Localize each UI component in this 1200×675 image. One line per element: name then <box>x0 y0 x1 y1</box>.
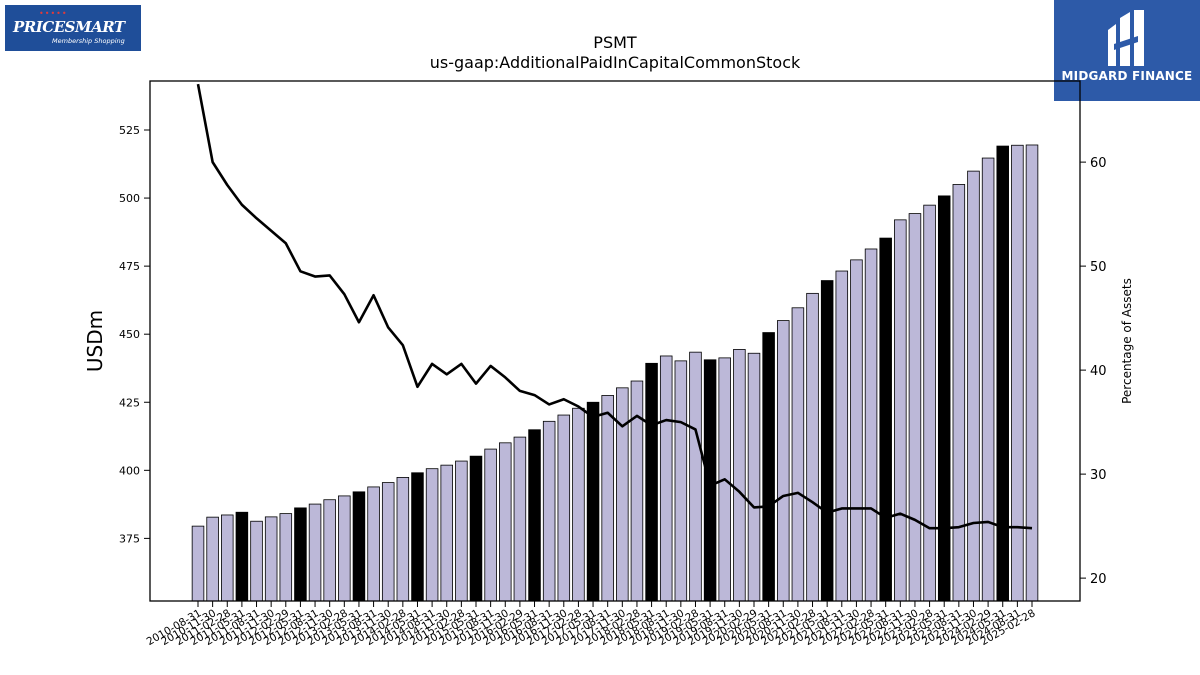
bar-2021-02-28 <box>806 292 819 602</box>
bar-2011-05-31 <box>235 511 249 602</box>
bar-2015-02-28 <box>455 460 468 602</box>
bar-2023-11-30 <box>967 170 980 602</box>
bar-series <box>191 144 1039 602</box>
bar-2012-11-30 <box>323 499 336 602</box>
y2-tick-label: 40 <box>1090 364 1107 379</box>
x-axis: 2010-08-312010-11-302011-02-282011-05-31… <box>145 601 1038 648</box>
bar-2011-02-28 <box>221 514 234 602</box>
bar-2011-11-30 <box>264 516 278 602</box>
pricesmart-logo-text: PRICESMART <box>13 18 125 36</box>
bar-2014-02-28 <box>396 476 410 602</box>
bar-2014-05-31 <box>411 472 424 602</box>
bar-2025-02-28 <box>1025 144 1039 602</box>
y-tick-label: 400 <box>119 464 140 477</box>
y-tick-label: 525 <box>119 124 140 137</box>
bar-2015-11-30 <box>499 442 512 602</box>
y2-tick-label: 30 <box>1090 468 1107 483</box>
midgard-finance-logo: MIDGARD FINANCE <box>1054 0 1200 101</box>
y-axis-label: USDm <box>83 310 107 372</box>
bar-2020-11-30 <box>791 307 805 602</box>
bar-2022-02-28 <box>864 248 878 602</box>
bar-2022-11-30 <box>908 213 922 602</box>
y2-axis-label: Percentage of Assets <box>1120 278 1134 404</box>
bar-2022-05-31 <box>879 237 892 602</box>
bar-2015-05-31 <box>469 455 483 602</box>
bar-2016-02-29 <box>513 436 527 602</box>
midgard-finance-logo-text: MIDGARD FINANCE <box>1061 69 1193 83</box>
bar-2019-02-28 <box>689 351 702 602</box>
y2-tick-label: 50 <box>1090 260 1107 275</box>
bar-2020-08-31 <box>777 320 790 602</box>
left-axis: 375 400 425 450 475 500 525 <box>119 124 150 545</box>
y2-tick-label: 20 <box>1090 572 1107 587</box>
bar-2013-08-31 <box>367 486 380 602</box>
y-tick-label: 450 <box>119 328 140 341</box>
y2-tick-label: 60 <box>1090 156 1107 171</box>
bar-2011-08-31 <box>250 520 263 602</box>
bar-2013-11-30 <box>381 482 395 602</box>
bar-2020-05-31 <box>762 332 775 602</box>
bar-2021-08-31 <box>835 270 849 602</box>
bar-2016-08-31 <box>542 420 556 602</box>
line-series <box>196 83 1033 530</box>
logo-dots-icon: ••••• <box>39 9 68 18</box>
bar-2016-05-31 <box>528 429 541 602</box>
bar-2012-05-31 <box>294 507 307 602</box>
bar-2014-11-30 <box>440 464 453 602</box>
bar-2015-08-31 <box>484 448 497 602</box>
bar-2024-02-29 <box>981 157 995 602</box>
bar-2016-11-30 <box>557 414 571 602</box>
chart-subtitle: us-gaap:AdditionalPaidInCapitalCommonSto… <box>430 53 801 72</box>
bar-2022-08-31 <box>894 219 907 602</box>
bar-2010-08-31 <box>191 525 205 602</box>
y-tick-label: 475 <box>119 260 140 273</box>
bar-2021-11-30 <box>850 259 863 602</box>
bar-2021-05-31 <box>820 280 834 602</box>
bar-2019-11-30 <box>733 349 746 602</box>
right-axis: 20 30 40 50 60 <box>1080 156 1107 587</box>
y-tick-label: 375 <box>119 532 140 545</box>
bar-2018-11-30 <box>674 360 688 602</box>
bar-2023-08-31 <box>952 184 966 602</box>
y-tick-label: 500 <box>119 192 140 205</box>
bar-2023-05-31 <box>937 195 951 602</box>
bar-2012-08-31 <box>308 503 322 602</box>
bar-2024-08-31 <box>1011 144 1024 602</box>
bar-2018-05-31 <box>645 362 658 602</box>
bar-2017-11-30 <box>616 387 629 602</box>
pricesmart-logo: ••••• PRICESMART Membership Shopping <box>5 5 141 51</box>
bar-2017-08-31 <box>601 395 614 602</box>
bar-2013-05-31 <box>352 491 366 602</box>
bar-2012-02-29 <box>279 513 293 602</box>
midgard-mark-icon <box>1108 10 1144 66</box>
bar-2010-11-30 <box>206 516 219 602</box>
bar-2024-05-31 <box>996 145 1009 602</box>
bar-2014-08-31 <box>425 468 439 602</box>
bar-2018-02-28 <box>630 380 644 602</box>
bar-2018-08-31 <box>659 355 673 602</box>
percentage-of-assets-line <box>196 83 1033 530</box>
bar-2023-02-28 <box>923 204 936 602</box>
plot-frame <box>149 80 1081 602</box>
y-tick-label: 425 <box>119 396 140 409</box>
bar-2017-05-31 <box>586 401 600 602</box>
bar-2013-02-28 <box>338 495 351 602</box>
bar-2020-02-29 <box>747 352 761 602</box>
chart-title: PSMT <box>593 33 637 52</box>
pricesmart-logo-tagline: Membership Shopping <box>52 37 125 45</box>
bar-2017-02-28 <box>572 407 585 602</box>
